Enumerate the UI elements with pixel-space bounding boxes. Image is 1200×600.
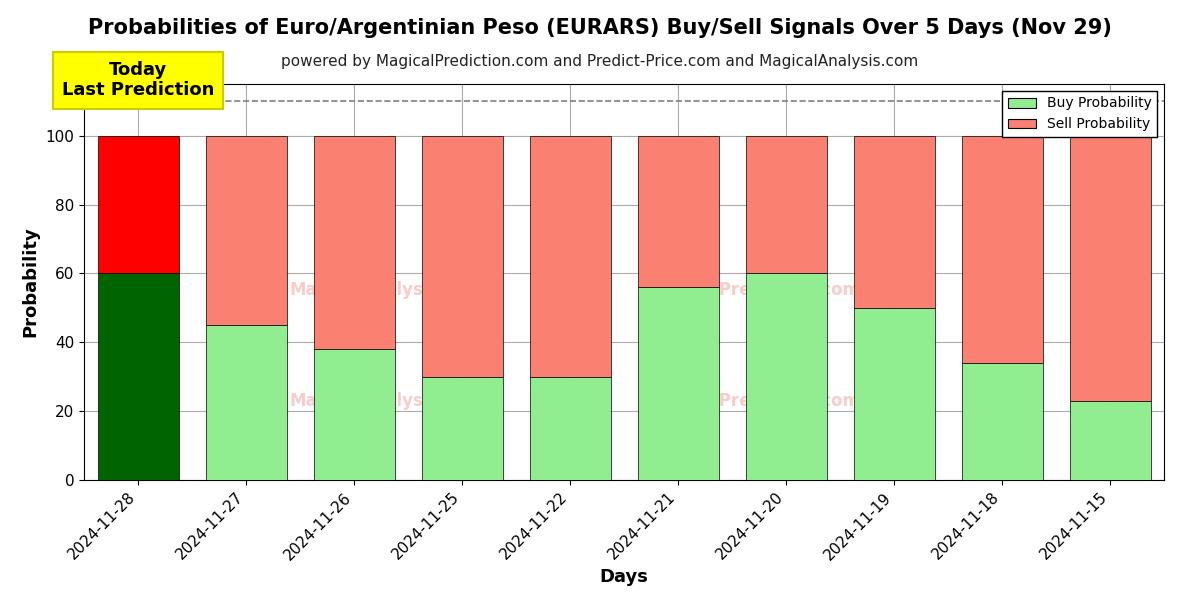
Bar xyxy=(421,136,503,377)
Bar xyxy=(97,136,179,274)
Bar xyxy=(745,136,827,274)
Text: MagicalAnalysis.com: MagicalAnalysis.com xyxy=(289,392,484,410)
Bar xyxy=(421,377,503,480)
Bar xyxy=(637,136,719,287)
Bar xyxy=(97,274,179,480)
Bar xyxy=(205,136,287,325)
Bar xyxy=(961,136,1043,363)
Text: Today
Last Prediction: Today Last Prediction xyxy=(62,61,214,100)
Bar xyxy=(1069,136,1151,401)
X-axis label: Days: Days xyxy=(600,568,648,586)
Bar xyxy=(961,363,1043,480)
Text: powered by MagicalPrediction.com and Predict-Price.com and MagicalAnalysis.com: powered by MagicalPrediction.com and Pre… xyxy=(281,54,919,69)
Bar xyxy=(313,349,395,480)
Text: MagicalPrediction.com: MagicalPrediction.com xyxy=(647,392,860,410)
Y-axis label: Probability: Probability xyxy=(22,227,40,337)
Bar xyxy=(529,136,611,377)
Text: Probabilities of Euro/Argentinian Peso (EURARS) Buy/Sell Signals Over 5 Days (No: Probabilities of Euro/Argentinian Peso (… xyxy=(88,18,1112,38)
Legend: Buy Probability, Sell Probability: Buy Probability, Sell Probability xyxy=(1002,91,1157,137)
Bar xyxy=(853,136,935,308)
Text: MagicalPrediction.com: MagicalPrediction.com xyxy=(647,281,860,299)
Bar xyxy=(529,377,611,480)
Bar xyxy=(637,287,719,480)
Text: MagicalAnalysis.com: MagicalAnalysis.com xyxy=(289,281,484,299)
Bar xyxy=(205,325,287,480)
Bar xyxy=(313,136,395,349)
Bar xyxy=(853,308,935,480)
Bar xyxy=(745,274,827,480)
Bar xyxy=(1069,401,1151,480)
